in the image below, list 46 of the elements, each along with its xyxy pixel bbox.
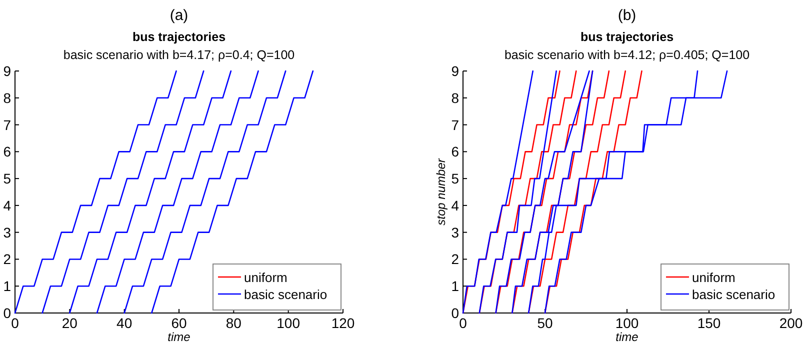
text: (b) xyxy=(618,7,636,24)
x-tick-label: 50 xyxy=(537,315,553,331)
x-tick-label: 120 xyxy=(331,315,355,331)
y-tick-label: 9 xyxy=(3,63,12,79)
y-tick-label: 7 xyxy=(3,116,12,133)
y-tick-label: 0 xyxy=(451,305,460,321)
x-tick-label: 40 xyxy=(116,315,132,331)
chart-subtitle: basic scenario with b=4.12; ρ=0.405; Q=100 xyxy=(504,48,750,62)
y-tick-label: 5 xyxy=(451,170,460,187)
y-tick-label: 5 xyxy=(3,170,12,187)
chart-title: bus trajectories xyxy=(132,30,226,44)
line-series xyxy=(69,70,232,314)
y-tick-label: 4 xyxy=(451,197,460,214)
line-series xyxy=(42,70,204,314)
chart-title: bus trajectories xyxy=(580,30,674,44)
y-tick-label: 2 xyxy=(3,251,12,268)
x-tick-label: 60 xyxy=(171,315,187,331)
y-tick-label: 0 xyxy=(3,305,12,321)
legend-label: uniform xyxy=(692,270,736,285)
y-tick-label: 3 xyxy=(3,224,12,240)
y-tick-label: 6 xyxy=(3,144,12,160)
line-series xyxy=(478,70,557,314)
y-tick-label: 8 xyxy=(451,90,460,106)
y-tick-label: 4 xyxy=(3,197,12,214)
x-axis-title: time xyxy=(616,330,639,344)
text: (a) xyxy=(170,7,188,24)
x-tick-label: 80 xyxy=(226,315,242,331)
x-tick-label: 100 xyxy=(615,315,639,331)
chart-subtitle: basic scenario with b=4.17; ρ=0.4; Q=100 xyxy=(63,48,295,62)
y-tick-label: 7 xyxy=(451,116,460,133)
legend-label: uniform xyxy=(244,270,288,285)
y-tick-label: 1 xyxy=(3,278,12,294)
x-axis-title: time xyxy=(168,330,191,344)
legend-label: basic scenario xyxy=(244,287,328,302)
x-tick-label: 150 xyxy=(697,315,721,331)
x-tick-label: 100 xyxy=(276,315,300,331)
y-tick-label: 8 xyxy=(3,90,12,106)
y-tick-label: 2 xyxy=(451,251,460,268)
y-axis-title: stop number xyxy=(434,158,448,226)
x-tick-label: 200 xyxy=(779,315,803,331)
y-tick-label: 9 xyxy=(451,63,460,79)
y-tick-label: 1 xyxy=(451,278,460,294)
y-tick-label: 6 xyxy=(451,144,460,160)
legend-label: basic scenario xyxy=(692,287,776,302)
y-tick-label: 3 xyxy=(451,224,460,240)
x-tick-label: 20 xyxy=(62,315,78,331)
